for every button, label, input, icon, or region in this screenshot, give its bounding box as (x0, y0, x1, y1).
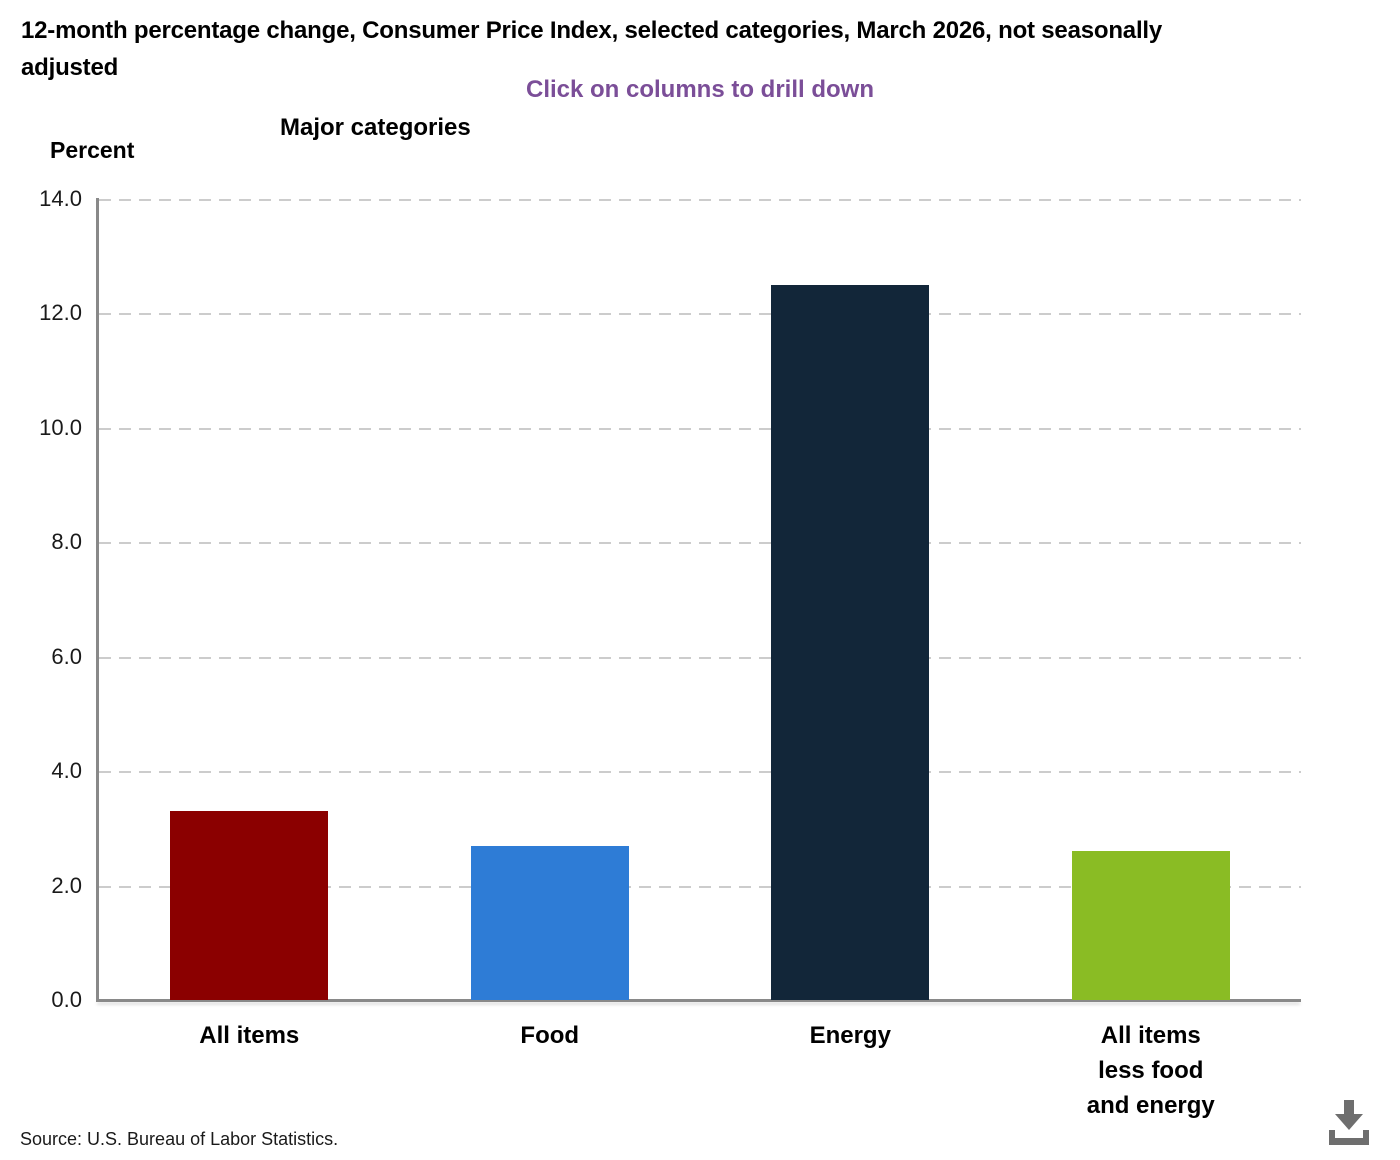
y-tick-label-8.0: 8.0 (51, 529, 82, 555)
bar-energy[interactable] (771, 284, 930, 1000)
gridline-8 (99, 542, 1301, 545)
download-icon (1329, 1100, 1369, 1145)
y-axis-line (96, 198, 99, 1002)
y-axis-title: Percent (50, 137, 135, 163)
source-note: Source: U.S. Bureau of Labor Statistics. (20, 1129, 339, 1149)
x-category-label-all-items: All items (199, 1022, 300, 1049)
y-tick-label-14.0: 14.0 (39, 186, 82, 211)
x-category-label-energy: Energy (809, 1022, 891, 1049)
bar-all-items[interactable] (170, 811, 329, 1000)
plot-area (99, 199, 1301, 1000)
bar-food[interactable] (470, 845, 629, 1000)
x-category-label-food: Food (520, 1022, 580, 1049)
x-category-label-all-items-less-food-and-energy: All items less food and energy (1086, 1022, 1215, 1119)
y-tick-label-4.0: 4.0 (51, 758, 82, 784)
page-title: 12-month percentage change, Consumer Pri… (21, 17, 1163, 81)
y-tick-label-12.0: 12.0 (39, 300, 82, 326)
gridline-6 (99, 656, 1301, 659)
gridline-4 (99, 771, 1301, 774)
y-tick-label-0.0: 0.0 (51, 987, 82, 1012)
bar-all-items-less-food-and-energy[interactable] (1071, 851, 1230, 1000)
y-tick-label-6.0: 6.0 (51, 643, 82, 669)
gridline-14 (99, 199, 1301, 201)
y-tick-label-10.0: 10.0 (39, 414, 82, 440)
gridline-10 (99, 427, 1301, 430)
x-axis-line (96, 999, 1301, 1002)
download-button[interactable] (1326, 1099, 1372, 1147)
drilldown-hint: Click on columns to drill down (525, 76, 874, 103)
x-axis-title: Major categories (280, 114, 471, 141)
y-tick-label-2.0: 2.0 (51, 872, 82, 898)
gridline-2 (99, 885, 1301, 888)
gridline-12 (99, 313, 1301, 316)
